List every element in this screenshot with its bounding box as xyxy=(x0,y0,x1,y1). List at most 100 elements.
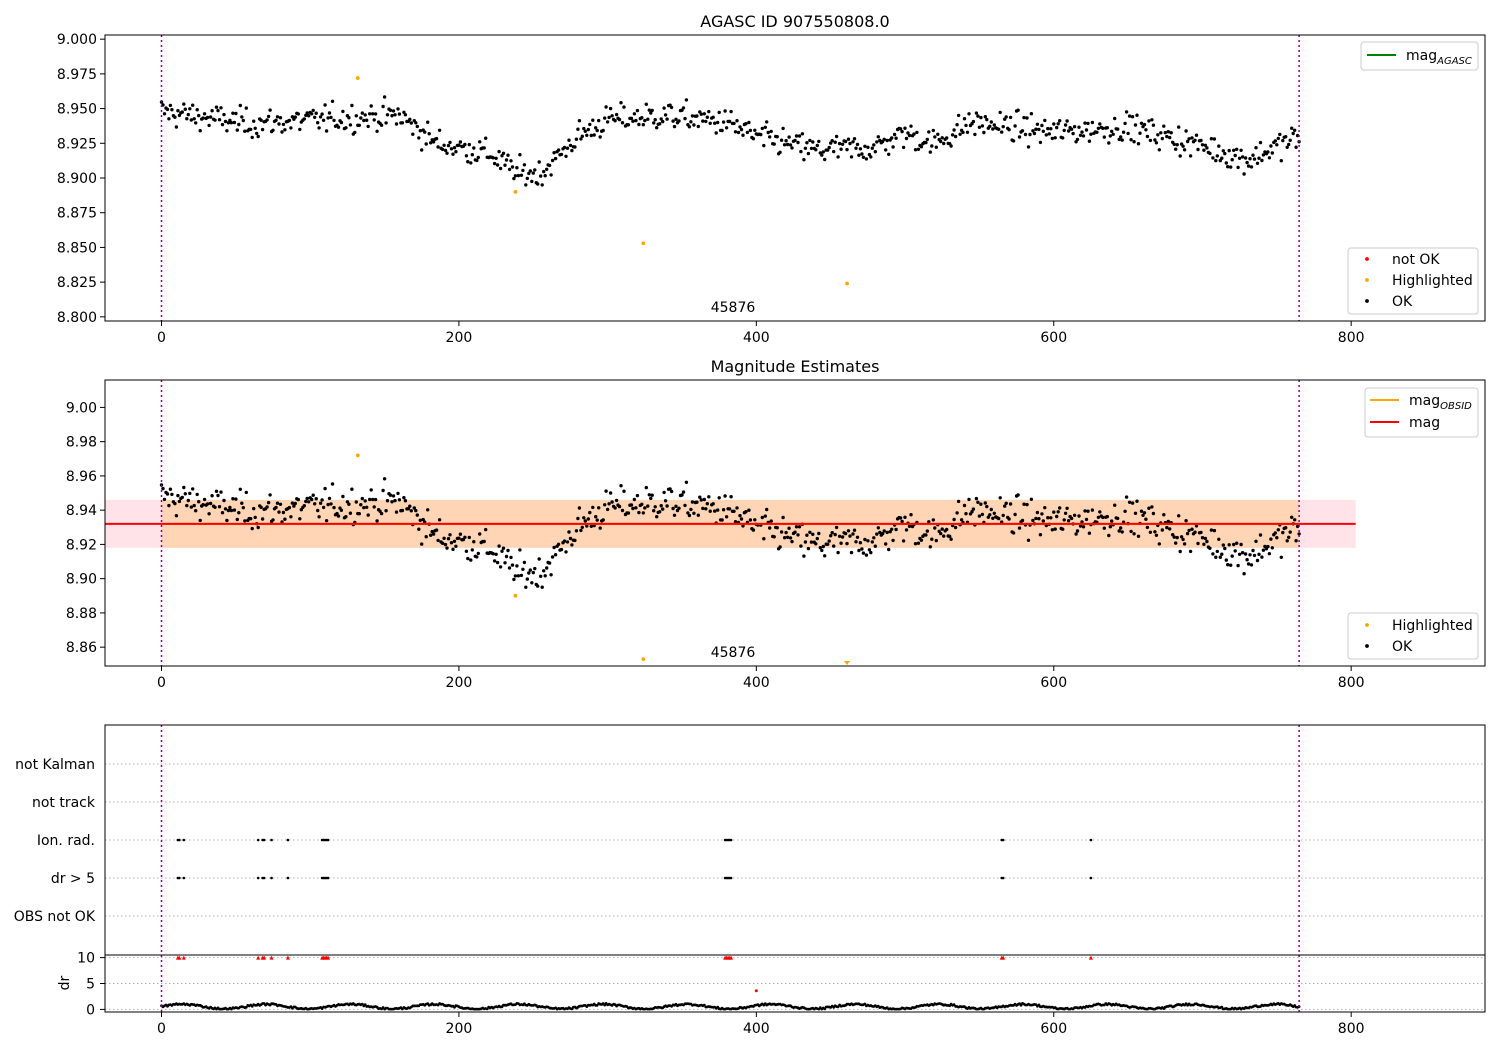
p2-ok-point xyxy=(292,504,296,508)
p2-ok-point xyxy=(585,524,589,528)
p2-ok-point xyxy=(1240,551,1245,555)
p2-ok-point xyxy=(834,525,839,530)
p2-ok-point xyxy=(1257,552,1261,556)
p1-ok-point xyxy=(1053,136,1057,140)
p2-ok-point xyxy=(402,496,406,500)
p2-ok-point xyxy=(1069,516,1074,521)
p1-ok-point xyxy=(1157,148,1162,152)
p4-clipped-marker xyxy=(326,955,331,960)
p1-ok-point xyxy=(226,121,231,125)
p1-legend-marker-label: not OK xyxy=(1392,252,1440,268)
p1-ok-point xyxy=(1258,140,1263,145)
p4-clipped-marker xyxy=(285,955,290,960)
p1-ok-point xyxy=(1190,136,1194,140)
p1-ok-point xyxy=(567,138,571,142)
p2-ok-point xyxy=(788,536,793,540)
p1-ok-point xyxy=(1172,142,1176,146)
p2-ok-point xyxy=(547,561,552,565)
p2-ok-point xyxy=(1290,515,1294,519)
p1-ok-point xyxy=(851,140,855,144)
p1-ok-point xyxy=(855,142,860,147)
p2-ok-point xyxy=(414,508,418,513)
p1-ok-point xyxy=(1119,135,1123,139)
p1-ok-point xyxy=(832,149,836,154)
p2-ok-point xyxy=(283,517,287,521)
p1-ok-point xyxy=(971,119,976,124)
p1-ok-point xyxy=(953,134,958,139)
p1-ok-point xyxy=(1151,123,1156,127)
p2-ok-point xyxy=(363,499,367,503)
p2-ok-point xyxy=(205,502,210,506)
p1-ok-point xyxy=(353,130,357,135)
p2-ok-point xyxy=(1074,532,1078,536)
p1-ok-point xyxy=(866,145,870,149)
p2-ok-point xyxy=(799,544,803,548)
p2-ok-point xyxy=(381,488,385,493)
p2-ok-point xyxy=(1022,502,1026,506)
p2-ok-point xyxy=(1261,548,1266,552)
p1-ok-point xyxy=(635,108,640,113)
p2-ok-point xyxy=(809,540,814,544)
p1-ok-point xyxy=(562,145,567,150)
p1-ok-point xyxy=(1148,138,1153,143)
p2-ok-point xyxy=(213,505,217,509)
p2-ok-point xyxy=(265,505,269,509)
p2-ok-point xyxy=(241,506,245,510)
p1-ok-point xyxy=(964,123,968,128)
p1-ok-point xyxy=(491,156,495,160)
p1-ok-point xyxy=(894,136,898,140)
p2-ok-point xyxy=(985,504,989,509)
p1-ok-point xyxy=(772,142,776,146)
p1-ok-point xyxy=(689,120,693,124)
p3-dr-gt5-point xyxy=(256,876,260,880)
p1-ok-point xyxy=(320,112,324,116)
p1-ok-point xyxy=(591,118,595,122)
p2-ok-point xyxy=(302,504,306,508)
p2-ok-point xyxy=(271,518,275,522)
p1-ok-point xyxy=(463,142,467,147)
p2-ok-point xyxy=(646,504,650,508)
p2-ok-point xyxy=(769,519,773,523)
p2-ok-point xyxy=(507,566,512,570)
p1-ok-point xyxy=(237,122,241,127)
p2-ok-point xyxy=(201,503,205,507)
p1-ok-point xyxy=(738,125,742,129)
p1-ok-point xyxy=(805,141,809,145)
p2-ok-point xyxy=(586,517,590,521)
p2-ok-point xyxy=(751,528,756,532)
p1-ok-point xyxy=(466,160,470,164)
p2-ok-point xyxy=(509,555,513,560)
p2-ok-point xyxy=(832,544,836,548)
p4-clipped-marker xyxy=(1001,955,1006,960)
p1-ok-point xyxy=(785,142,790,147)
p2-ok-point xyxy=(708,509,712,513)
p2-ok-point xyxy=(790,539,794,544)
p2-ok-point xyxy=(619,484,623,488)
p3-dr-gt5-point xyxy=(178,876,181,880)
p1-ok-point xyxy=(601,128,605,133)
p2-ok-point xyxy=(680,493,684,497)
p2-ok-point xyxy=(881,531,885,536)
p1-ok-point xyxy=(494,156,498,160)
p2-ok-point xyxy=(674,504,678,508)
p2-ok-point xyxy=(504,554,509,559)
p2-ok-point xyxy=(220,511,225,515)
p1-ok-point xyxy=(961,130,965,135)
p2-ok-point xyxy=(1227,543,1231,547)
p1-ok-point xyxy=(347,116,351,120)
p2-ok-point xyxy=(1246,562,1251,566)
p1-ok-point xyxy=(705,115,709,119)
p1-legend-line-sub: AGASC xyxy=(1436,56,1472,67)
p2-ok-point xyxy=(216,493,220,498)
p3-ion-rad-point xyxy=(1001,838,1005,842)
p1-ok-point xyxy=(188,107,192,111)
p1-ok-point xyxy=(784,139,788,143)
p2-ok-point xyxy=(979,502,983,506)
p1-ok-point xyxy=(603,116,607,120)
p2-ok-point xyxy=(787,526,791,530)
p1-ok-point xyxy=(1227,148,1231,153)
p1-ok-point xyxy=(531,171,535,175)
p1-ok-point xyxy=(448,140,452,145)
p1-ok-point xyxy=(936,132,940,136)
p2-ok-point xyxy=(1193,530,1197,534)
